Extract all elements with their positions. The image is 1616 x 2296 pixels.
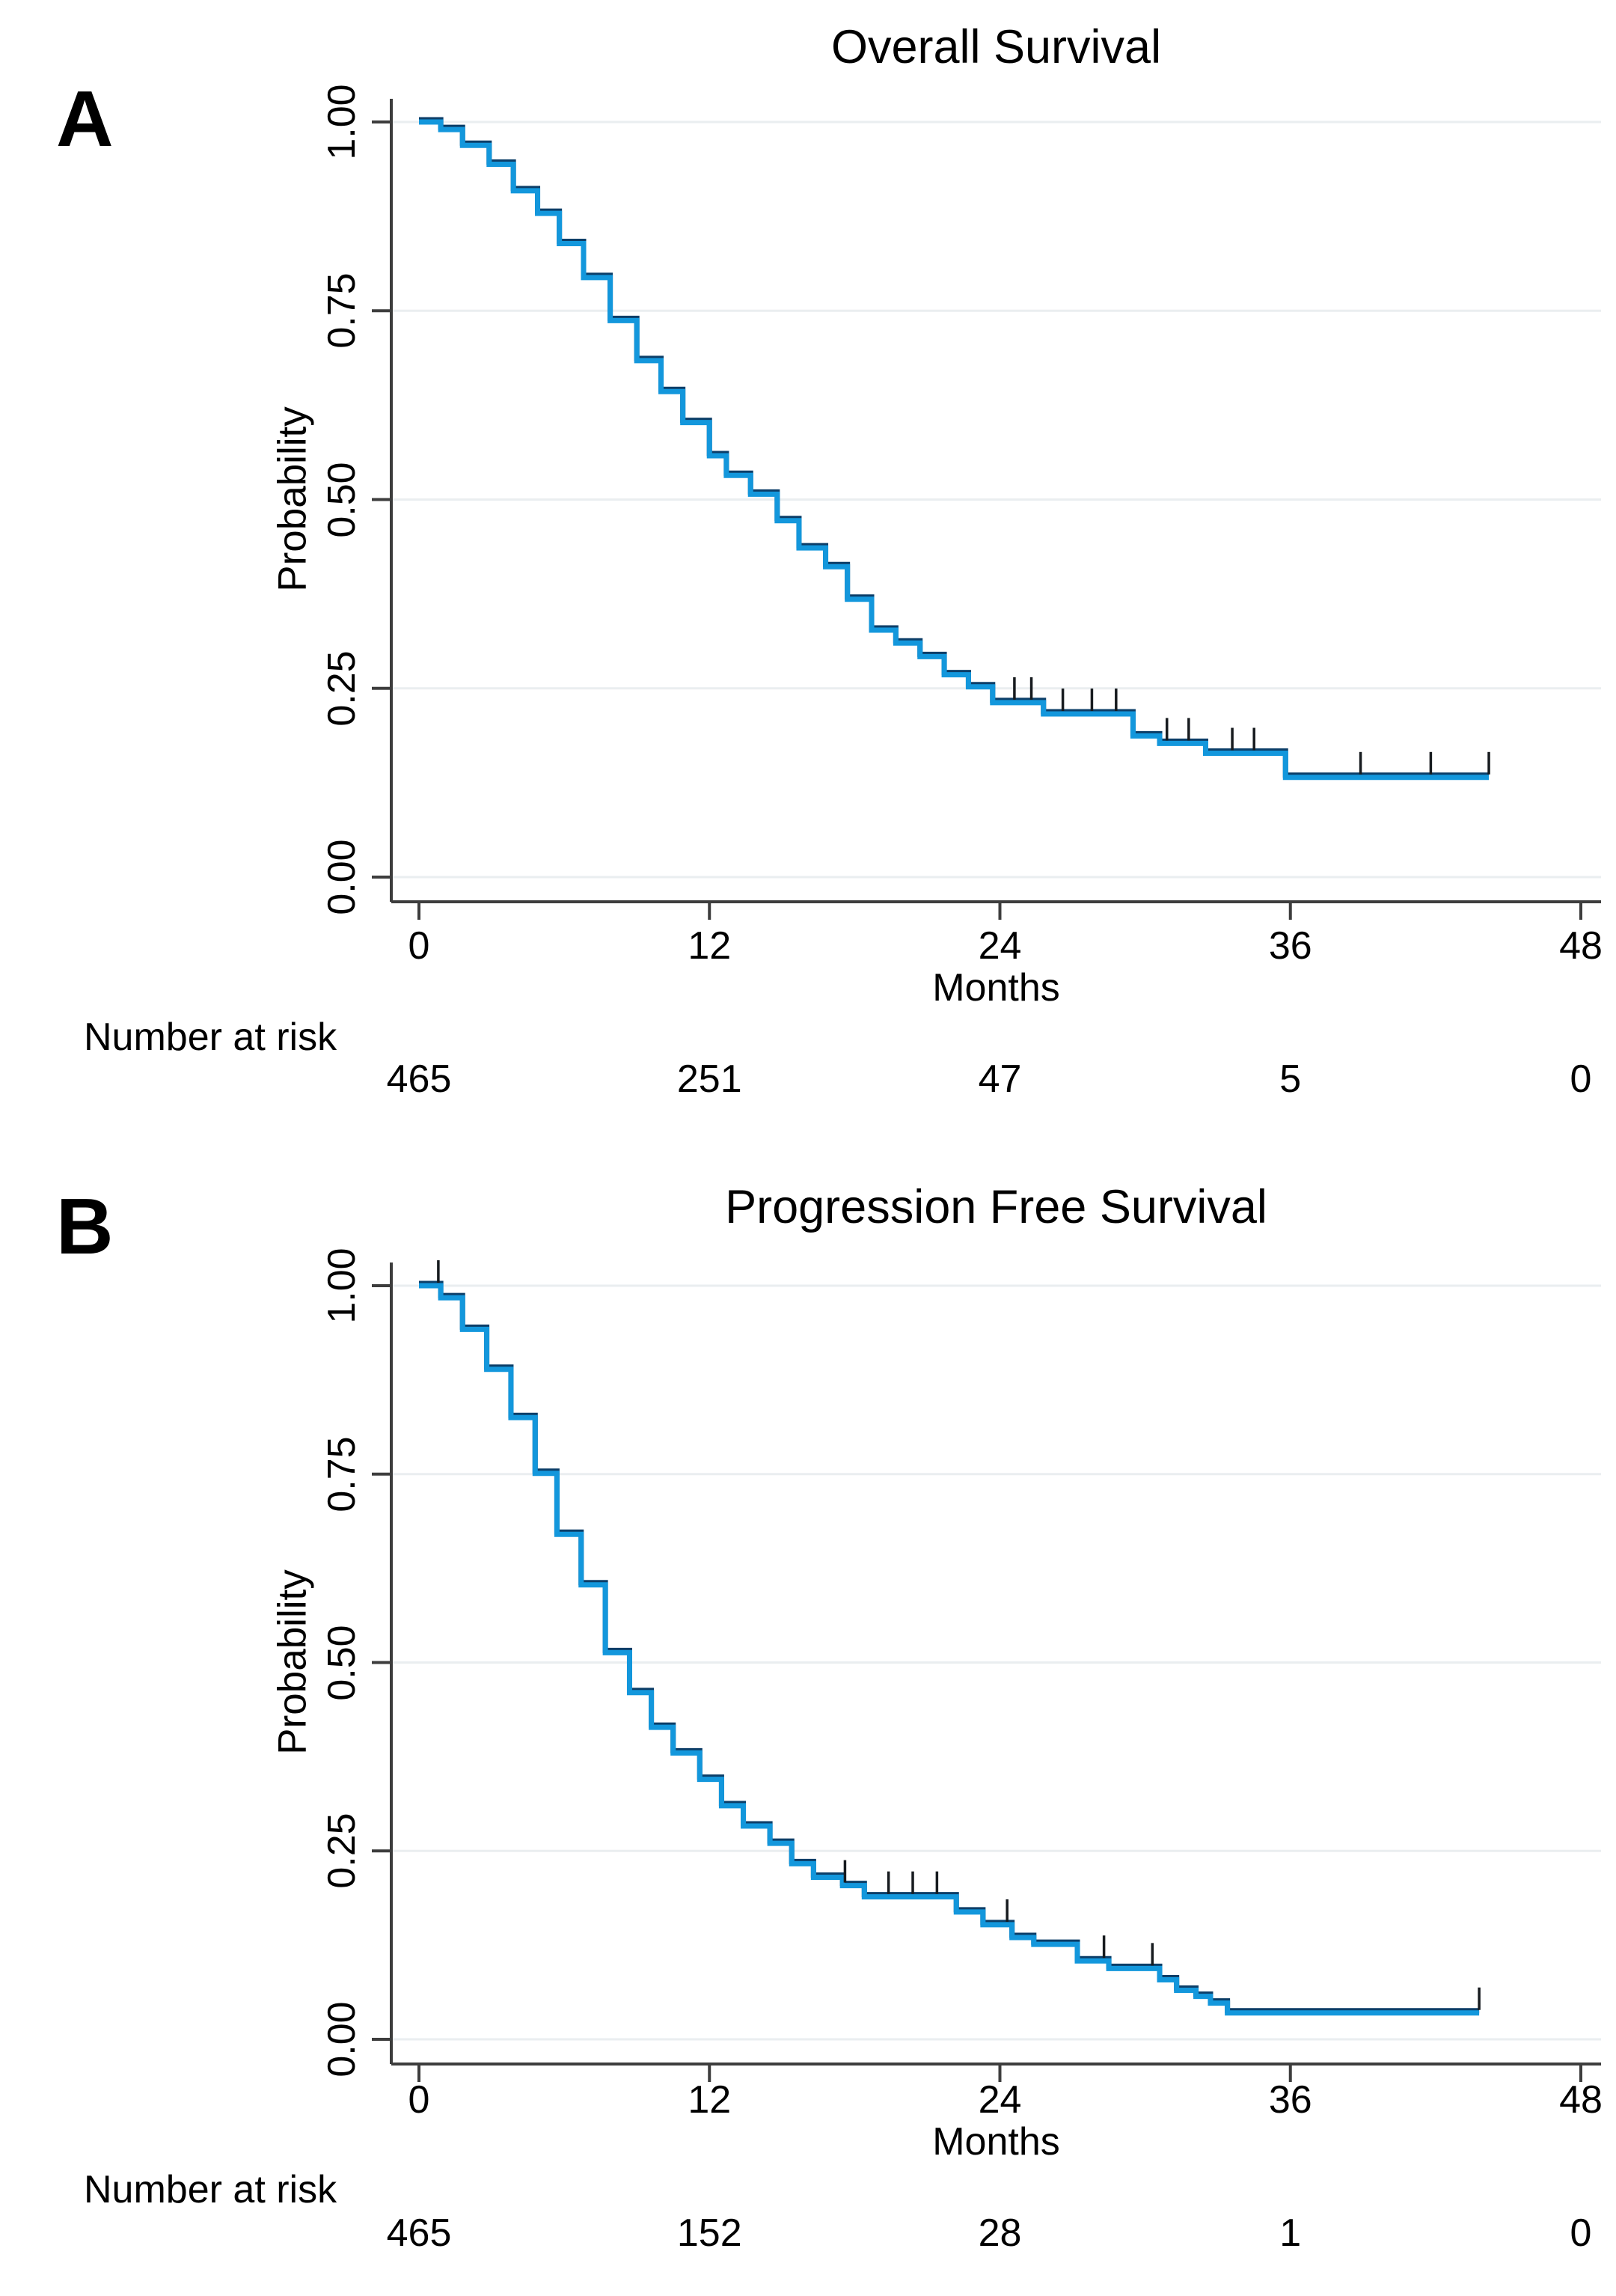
panel-b-number-at-risk-label: Number at risk xyxy=(84,2168,337,2211)
x-tick-label: 36 xyxy=(1268,2078,1312,2122)
number-at-risk-value: 28 xyxy=(978,2211,1022,2255)
y-tick-label: 0.50 xyxy=(320,461,364,538)
x-tick-label: 48 xyxy=(1559,924,1603,968)
panel-b-x-axis-title: Months xyxy=(932,2120,1060,2164)
panel-b-letter: B xyxy=(56,1182,114,1271)
panel-b-title: Progression Free Survival xyxy=(725,1181,1267,1233)
y-tick-label: 0.50 xyxy=(320,1624,364,1701)
x-tick-label: 0 xyxy=(408,2078,430,2122)
number-at-risk-value: 47 xyxy=(978,1057,1022,1101)
number-at-risk-value: 0 xyxy=(1570,1057,1592,1101)
y-tick-label: 1.00 xyxy=(320,1248,364,1324)
survival-curve xyxy=(419,1283,1480,2016)
y-tick-label: 0.00 xyxy=(320,839,364,915)
panel-a-x-axis-title: Months xyxy=(932,966,1060,1010)
y-tick-label: 1.00 xyxy=(320,84,364,160)
y-tick-label: 0.75 xyxy=(320,1436,364,1512)
x-tick-label: 24 xyxy=(978,924,1022,968)
panel-a-y-axis-title: Probability xyxy=(270,406,315,592)
panel-a-title: Overall Survival xyxy=(830,21,1162,73)
number-at-risk-value: 1 xyxy=(1279,2211,1302,2255)
y-tick-label: 0.00 xyxy=(320,2001,364,2077)
x-tick-label: 24 xyxy=(978,2078,1022,2122)
number-at-risk-value: 152 xyxy=(676,2211,742,2255)
y-tick-label: 0.75 xyxy=(320,272,364,349)
survival-curve-shadow xyxy=(419,1280,1480,2014)
x-tick-label: 12 xyxy=(688,2078,732,2122)
number-at-risk-value: 0 xyxy=(1570,2211,1592,2255)
y-tick-label: 0.25 xyxy=(320,1813,364,1889)
number-at-risk-value: 5 xyxy=(1279,1057,1302,1101)
x-tick-label: 0 xyxy=(408,924,430,968)
panel-a-number-at-risk-label: Number at risk xyxy=(84,1016,337,1059)
panel-a-letter: A xyxy=(56,75,114,163)
number-at-risk-value: 465 xyxy=(386,1057,452,1101)
survival-curve xyxy=(419,119,1490,781)
x-tick-label: 12 xyxy=(688,924,732,968)
y-tick-label: 0.25 xyxy=(320,650,364,727)
number-at-risk-value: 465 xyxy=(386,2211,452,2255)
number-at-risk-value: 251 xyxy=(676,1057,742,1101)
x-tick-label: 36 xyxy=(1268,924,1312,968)
panel-b-y-axis-title: Probability xyxy=(270,1569,315,1755)
x-tick-label: 48 xyxy=(1559,2078,1603,2122)
